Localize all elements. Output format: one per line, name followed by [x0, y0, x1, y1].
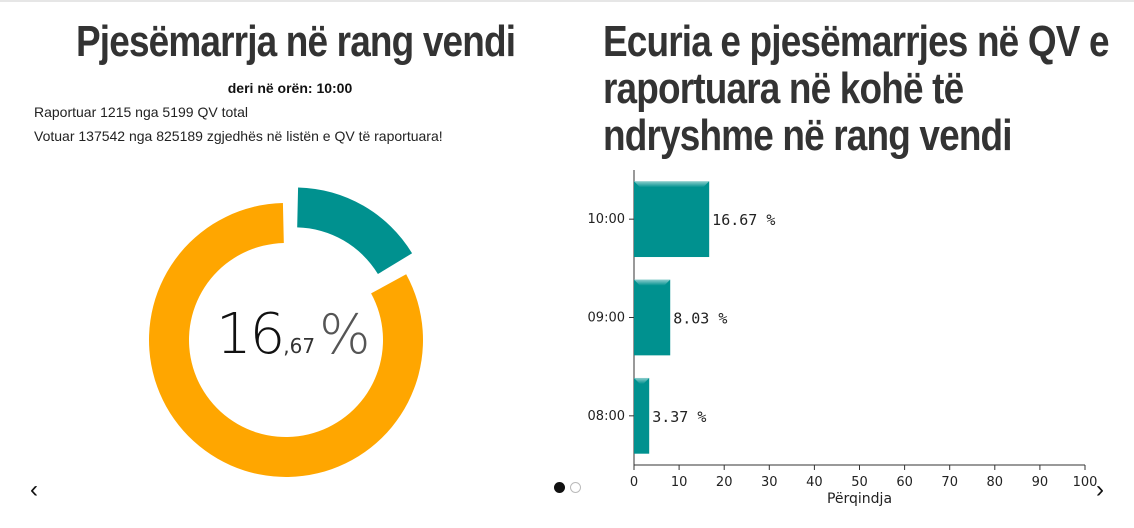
percent-symbol: % — [319, 303, 371, 366]
as-of-value: 10:00 — [316, 80, 353, 96]
reported-stations-text: Raportuar 1215 nga 5199 QV total — [34, 104, 249, 120]
bar — [634, 279, 671, 356]
turnout-percent-decimal: ,67 — [283, 334, 316, 358]
voted-count-text: Votuar 137542 nga 825189 zgjedhës në lis… — [34, 128, 443, 144]
progress-title: Ecuria e pjesëmarrjes në QV e raportuara… — [603, 17, 1110, 160]
category-label: 08:00 — [588, 409, 625, 424]
bar-value-label: 3.37 % — [652, 408, 706, 426]
x-tick-label: 80 — [987, 475, 1004, 490]
turnout-percent-integer: 16 — [216, 302, 285, 367]
bar-group: 08:00 3.37 % — [588, 377, 706, 454]
turnout-title: Pjesëmarrja në rang vendi — [76, 17, 516, 66]
bar-highlight — [634, 181, 710, 188]
donut-slice-voted — [297, 187, 413, 275]
x-tick-label: 60 — [896, 475, 913, 490]
x-tick-label: 90 — [1032, 475, 1049, 490]
top-divider — [0, 0, 1134, 2]
x-tick-label: 100 — [1073, 475, 1098, 490]
progress-title-line-1: Ecuria e pjesëmarrjes në QV e — [603, 17, 1110, 66]
bar-value-label: 8.03 % — [673, 310, 727, 328]
slide-dot-2[interactable] — [570, 482, 581, 493]
x-axis-label: Përqindja — [827, 491, 892, 507]
progress-title-line-2: raportuara në kohë të — [603, 64, 964, 113]
x-tick-label: 30 — [761, 475, 778, 490]
bar-highlight — [634, 377, 650, 384]
as-of-time: deri në orën: 10:00 — [0, 80, 580, 96]
bar-group: 09:00 8.03 % — [588, 279, 727, 356]
x-tick-label: 70 — [941, 475, 958, 490]
progress-title-line-3: ndryshme në rang vendi — [603, 111, 1013, 160]
turnout-donut-chart — [148, 187, 423, 478]
x-tick-label: 40 — [806, 475, 823, 490]
bar — [634, 377, 650, 454]
bar-highlight — [634, 279, 671, 286]
slide-dot-1[interactable] — [554, 482, 565, 493]
bar-group: 10:00 16.67 % — [588, 181, 775, 258]
category-label: 09:00 — [588, 311, 625, 326]
prev-slide-button[interactable]: ‹ — [30, 476, 38, 503]
x-tick-label: 0 — [630, 475, 638, 490]
category-label: 10:00 — [588, 212, 625, 227]
turnout-percent-display: 16,67% — [216, 302, 370, 367]
bar-value-label: 16.67 % — [712, 211, 775, 229]
turnout-progress-bar-chart: 0 10 20 30 40 50 60 70 80 90 100 Përqindja 10:00 16.6… — [588, 170, 1098, 507]
as-of-label: deri në orën: — [227, 80, 313, 96]
bar — [634, 181, 710, 258]
x-tick-label: 20 — [716, 475, 733, 490]
x-tick-label: 50 — [851, 475, 868, 490]
x-tick-label: 10 — [671, 475, 688, 490]
next-slide-button[interactable]: › — [1096, 476, 1104, 503]
